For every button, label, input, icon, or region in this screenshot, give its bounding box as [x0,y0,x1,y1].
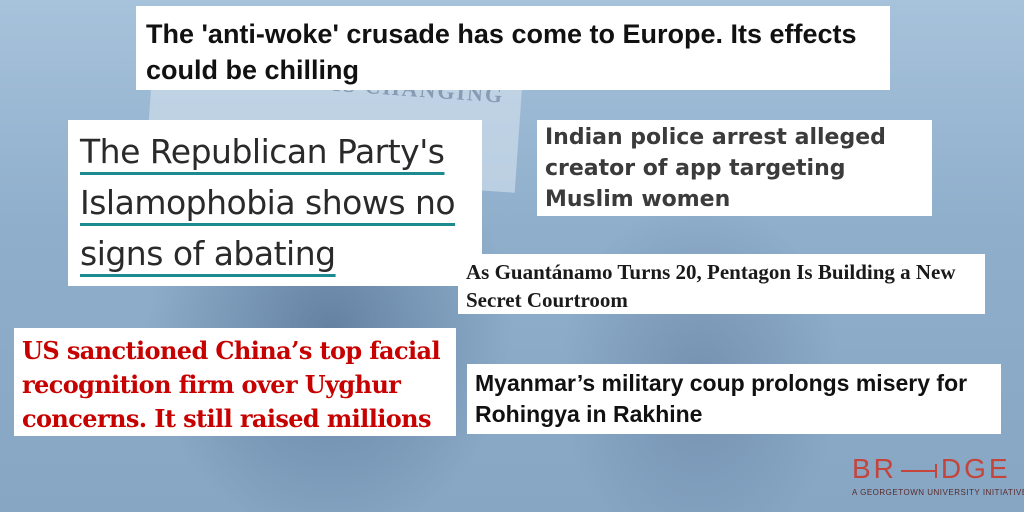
headline-myanmar-rohingya: Myanmar’s military coup prolongs misery … [467,364,1001,434]
headline-indian-police: Indian police arrest alleged creator of … [537,120,932,216]
headline-line: signs of abating [80,234,336,273]
headline-guantanamo: As Guantánamo Turns 20, Pentagon Is Buil… [458,254,985,314]
logo-wordmark: BR DGE [852,452,1022,486]
headline-republican-islamophobia: The Republican Party's Islamophobia show… [68,120,482,286]
headline-china-facial-recognition: US sanctioned China’s top facial recogni… [14,328,456,436]
logo-part-1: BR [852,453,897,484]
logo-part-2: DGE [940,453,1011,484]
logo-tagline: A GEORGETOWN UNIVERSITY INITIATIVE [852,488,1024,497]
headline-line: Islamophobia shows no [80,183,456,222]
bridge-logo: BR DGE A GEORGETOWN UNIVERSITY INITIATIVE [852,452,1024,508]
logo-bridge-icon [900,463,937,478]
headline-anti-woke-europe: The 'anti-woke' crusade has come to Euro… [136,6,890,90]
headline-line: The Republican Party's [80,132,445,171]
